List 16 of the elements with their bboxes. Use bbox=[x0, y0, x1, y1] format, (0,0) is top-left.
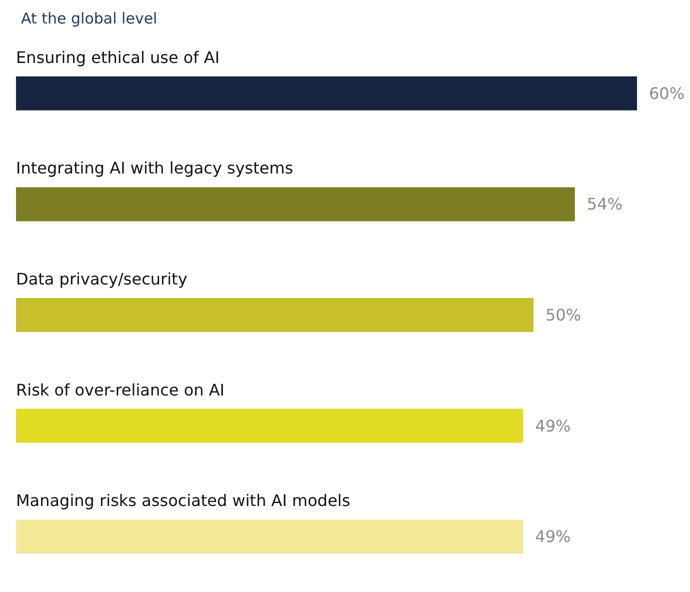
bar bbox=[16, 408, 524, 443]
text: At the global level bbox=[21, 10, 158, 28]
data-label: 50% bbox=[546, 306, 582, 324]
y-tick-label: Managing risks associated with AI models bbox=[16, 491, 350, 510]
data-label: 54% bbox=[586, 194, 622, 214]
y-tick-label: Ensuring ethical use of AI bbox=[16, 48, 220, 67]
data-label: 49% bbox=[535, 416, 571, 436]
data-label: 49% bbox=[535, 527, 571, 546]
bar bbox=[16, 298, 534, 332]
data-label: 60% bbox=[649, 84, 685, 103]
bar bbox=[16, 187, 575, 222]
y-tick-label: Integrating AI with legacy systems bbox=[16, 158, 294, 178]
bar bbox=[16, 76, 637, 110]
y-tick-label: Data privacy/security bbox=[16, 270, 188, 288]
bar bbox=[16, 520, 524, 554]
y-tick-label: Risk of over-reliance on AI bbox=[16, 380, 224, 400]
